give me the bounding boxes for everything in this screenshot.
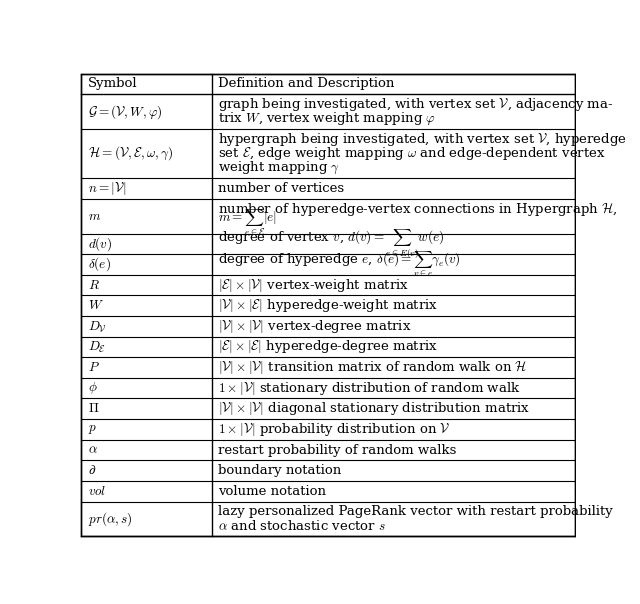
- Text: $\delta(e)$: $\delta(e)$: [88, 255, 111, 274]
- Text: $\Pi$: $\Pi$: [88, 402, 99, 416]
- Text: volume notation: volume notation: [218, 485, 326, 498]
- Text: weight mapping $\gamma$: weight mapping $\gamma$: [218, 159, 340, 176]
- Text: degree of vertex $v$, $d(v) = \sum_{e \in E(v)} w(e)$: degree of vertex $v$, $d(v) = \sum_{e \i…: [218, 228, 445, 260]
- Text: $\alpha$ and stochastic vector $s$: $\alpha$ and stochastic vector $s$: [218, 519, 386, 533]
- Text: $|\mathcal{E}| \times |\mathcal{V}|$ vertex-weight matrix: $|\mathcal{E}| \times |\mathcal{V}|$ ver…: [218, 277, 410, 294]
- Text: $|\mathcal{V}| \times |\mathcal{V}|$ vertex-degree matrix: $|\mathcal{V}| \times |\mathcal{V}|$ ver…: [218, 318, 412, 335]
- Text: $R$: $R$: [88, 278, 100, 292]
- Text: $pr(\alpha, s)$: $pr(\alpha, s)$: [88, 510, 132, 528]
- Text: trix $W$, vertex weight mapping $\varphi$: trix $W$, vertex weight mapping $\varphi…: [218, 111, 436, 127]
- Text: $\mathcal{H} = (\mathcal{V}, \mathcal{E}, \omega, \gamma)$: $\mathcal{H} = (\mathcal{V}, \mathcal{E}…: [88, 145, 173, 162]
- Text: $vol$: $vol$: [88, 485, 106, 498]
- Text: number of vertices: number of vertices: [218, 182, 344, 195]
- Text: $\alpha$: $\alpha$: [88, 443, 97, 457]
- Text: $W$: $W$: [88, 299, 104, 312]
- Text: $1 \times |\mathcal{V}|$ stationary distribution of random walk: $1 \times |\mathcal{V}|$ stationary dist…: [218, 380, 521, 397]
- Text: $m = \sum_{e \in \mathcal{E}} |e|$: $m = \sum_{e \in \mathcal{E}} |e|$: [218, 208, 277, 239]
- Text: $D_{\mathcal{V}}$: $D_{\mathcal{V}}$: [88, 319, 106, 333]
- Text: $D_{\mathcal{E}}$: $D_{\mathcal{E}}$: [88, 339, 106, 355]
- Text: $1 \times |\mathcal{V}|$ probability distribution on $\mathcal{V}$: $1 \times |\mathcal{V}|$ probability dis…: [218, 421, 451, 438]
- Text: degree of hyperedge $e$, $\delta(e) = \sum_{v \in e} \gamma_e(v)$: degree of hyperedge $e$, $\delta(e) = \s…: [218, 250, 461, 279]
- Text: $|\mathcal{E}| \times |\mathcal{E}|$ hyperedge-degree matrix: $|\mathcal{E}| \times |\mathcal{E}|$ hyp…: [218, 338, 438, 355]
- Text: graph being investigated, with vertex set $\mathcal{V}$, adjacency ma-: graph being investigated, with vertex se…: [218, 96, 614, 113]
- Text: $p$: $p$: [88, 423, 97, 436]
- Text: set $\mathcal{E}$, edge weight mapping $\omega$ and edge-dependent vertex: set $\mathcal{E}$, edge weight mapping $…: [218, 145, 606, 162]
- Text: $\mathcal{G} = (\mathcal{V}, W, \varphi)$: $\mathcal{G} = (\mathcal{V}, W, \varphi)…: [88, 103, 163, 121]
- Text: $d(v)$: $d(v)$: [88, 235, 112, 252]
- Text: hypergraph being investigated, with vertex set $\mathcal{V}$, hyperedge: hypergraph being investigated, with vert…: [218, 131, 627, 148]
- Text: $P$: $P$: [88, 361, 99, 374]
- Text: number of hyperedge-vertex connections in Hypergraph $\mathcal{H}$,: number of hyperedge-vertex connections i…: [218, 201, 618, 217]
- Text: Symbol: Symbol: [88, 77, 137, 91]
- Text: boundary notation: boundary notation: [218, 464, 342, 477]
- Text: $\phi$: $\phi$: [88, 380, 97, 396]
- Text: $|\mathcal{V}| \times |\mathcal{V}|$ transition matrix of random walk on $\mathc: $|\mathcal{V}| \times |\mathcal{V}|$ tra…: [218, 359, 527, 376]
- Text: $|\mathcal{V}| \times |\mathcal{V}|$ diagonal stationary distribution matrix: $|\mathcal{V}| \times |\mathcal{V}|$ dia…: [218, 400, 531, 417]
- Text: $\partial$: $\partial$: [88, 464, 96, 477]
- Text: $m$: $m$: [88, 210, 100, 223]
- Text: lazy personalized PageRank vector with restart probability: lazy personalized PageRank vector with r…: [218, 506, 613, 518]
- Text: $n = |\mathcal{V}|$: $n = |\mathcal{V}|$: [88, 180, 126, 197]
- Text: restart probability of random walks: restart probability of random walks: [218, 443, 457, 457]
- Text: $|\mathcal{V}| \times |\mathcal{E}|$ hyperedge-weight matrix: $|\mathcal{V}| \times |\mathcal{E}|$ hyp…: [218, 297, 438, 314]
- Text: Definition and Description: Definition and Description: [218, 77, 395, 91]
